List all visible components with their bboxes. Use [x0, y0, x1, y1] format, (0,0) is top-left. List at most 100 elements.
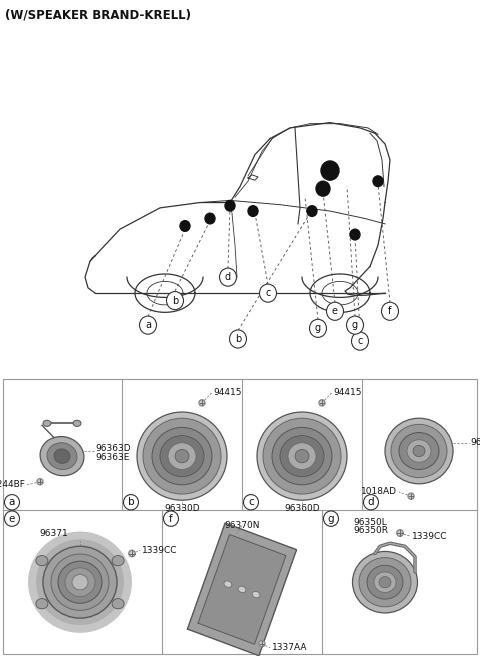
Ellipse shape	[272, 428, 332, 485]
Ellipse shape	[385, 419, 453, 484]
Ellipse shape	[36, 556, 48, 565]
Polygon shape	[188, 523, 297, 655]
Ellipse shape	[224, 581, 232, 587]
Circle shape	[350, 229, 360, 240]
Ellipse shape	[40, 436, 84, 476]
Ellipse shape	[175, 449, 189, 462]
Ellipse shape	[391, 424, 447, 478]
Text: g: g	[352, 320, 358, 330]
Ellipse shape	[367, 565, 403, 599]
Circle shape	[164, 511, 179, 526]
Ellipse shape	[252, 592, 260, 598]
Text: e: e	[9, 514, 15, 523]
Text: 96320T: 96320T	[470, 438, 480, 447]
Circle shape	[229, 330, 247, 348]
Ellipse shape	[51, 554, 109, 610]
Circle shape	[347, 316, 363, 334]
Ellipse shape	[379, 577, 391, 588]
Text: b: b	[172, 296, 178, 306]
Text: c: c	[265, 288, 271, 298]
Text: 96350L: 96350L	[353, 518, 387, 527]
Circle shape	[37, 479, 43, 485]
Circle shape	[351, 332, 369, 350]
Ellipse shape	[73, 420, 81, 426]
Text: e: e	[332, 306, 338, 316]
Ellipse shape	[257, 412, 347, 500]
Text: b: b	[128, 497, 134, 507]
Text: g: g	[315, 323, 321, 333]
Ellipse shape	[47, 443, 77, 470]
Ellipse shape	[352, 552, 418, 613]
Text: b: b	[235, 334, 241, 344]
Circle shape	[307, 206, 317, 216]
Circle shape	[180, 220, 190, 232]
Ellipse shape	[160, 436, 204, 477]
Text: c: c	[357, 336, 363, 346]
Text: 94415: 94415	[213, 388, 241, 397]
Text: 1339CC: 1339CC	[412, 531, 447, 541]
Ellipse shape	[238, 586, 246, 592]
Ellipse shape	[413, 445, 425, 457]
Ellipse shape	[143, 419, 221, 494]
Ellipse shape	[399, 432, 439, 470]
Ellipse shape	[407, 440, 431, 462]
Circle shape	[38, 480, 42, 483]
Text: d: d	[368, 497, 374, 507]
Circle shape	[363, 495, 379, 510]
Circle shape	[243, 495, 259, 510]
Ellipse shape	[112, 556, 124, 565]
Circle shape	[260, 284, 276, 302]
Text: a: a	[145, 320, 151, 330]
Ellipse shape	[295, 449, 309, 462]
Ellipse shape	[152, 428, 212, 485]
Ellipse shape	[359, 558, 411, 607]
Text: (W/SPEAKER BRAND-KRELL): (W/SPEAKER BRAND-KRELL)	[5, 9, 191, 22]
Circle shape	[129, 550, 135, 557]
Ellipse shape	[28, 531, 132, 633]
Circle shape	[205, 213, 215, 224]
Circle shape	[409, 495, 413, 498]
Text: 1244BF: 1244BF	[0, 480, 26, 489]
Text: 96370N: 96370N	[224, 522, 260, 530]
Polygon shape	[198, 535, 286, 644]
Ellipse shape	[112, 598, 124, 609]
Circle shape	[319, 400, 325, 406]
Circle shape	[225, 200, 235, 211]
Ellipse shape	[42, 545, 118, 619]
Circle shape	[326, 302, 344, 320]
Text: 94415: 94415	[333, 388, 361, 397]
Text: 96371: 96371	[39, 529, 68, 537]
Circle shape	[123, 495, 139, 510]
Circle shape	[373, 176, 383, 186]
Circle shape	[321, 161, 339, 180]
Circle shape	[382, 302, 398, 320]
Circle shape	[259, 641, 265, 647]
Ellipse shape	[58, 561, 102, 604]
Ellipse shape	[288, 443, 316, 470]
Text: 96360D: 96360D	[284, 504, 320, 513]
Ellipse shape	[137, 412, 227, 500]
Text: 96363E: 96363E	[95, 453, 130, 462]
Circle shape	[200, 401, 204, 405]
Ellipse shape	[168, 443, 196, 470]
Circle shape	[397, 530, 403, 537]
Circle shape	[260, 642, 264, 646]
Circle shape	[167, 291, 183, 310]
Text: f: f	[388, 306, 392, 316]
Ellipse shape	[54, 449, 70, 463]
Circle shape	[320, 401, 324, 405]
Text: 1337AA: 1337AA	[272, 644, 308, 652]
Text: a: a	[9, 497, 15, 507]
Circle shape	[219, 268, 237, 286]
Ellipse shape	[374, 572, 396, 592]
Circle shape	[130, 552, 134, 555]
Text: f: f	[169, 514, 173, 523]
Circle shape	[248, 206, 258, 216]
Circle shape	[4, 511, 20, 526]
Circle shape	[199, 400, 205, 406]
Ellipse shape	[65, 568, 95, 596]
Text: 96330D: 96330D	[164, 504, 200, 513]
Text: 96350R: 96350R	[353, 527, 388, 535]
Ellipse shape	[43, 420, 51, 426]
Circle shape	[324, 511, 338, 526]
